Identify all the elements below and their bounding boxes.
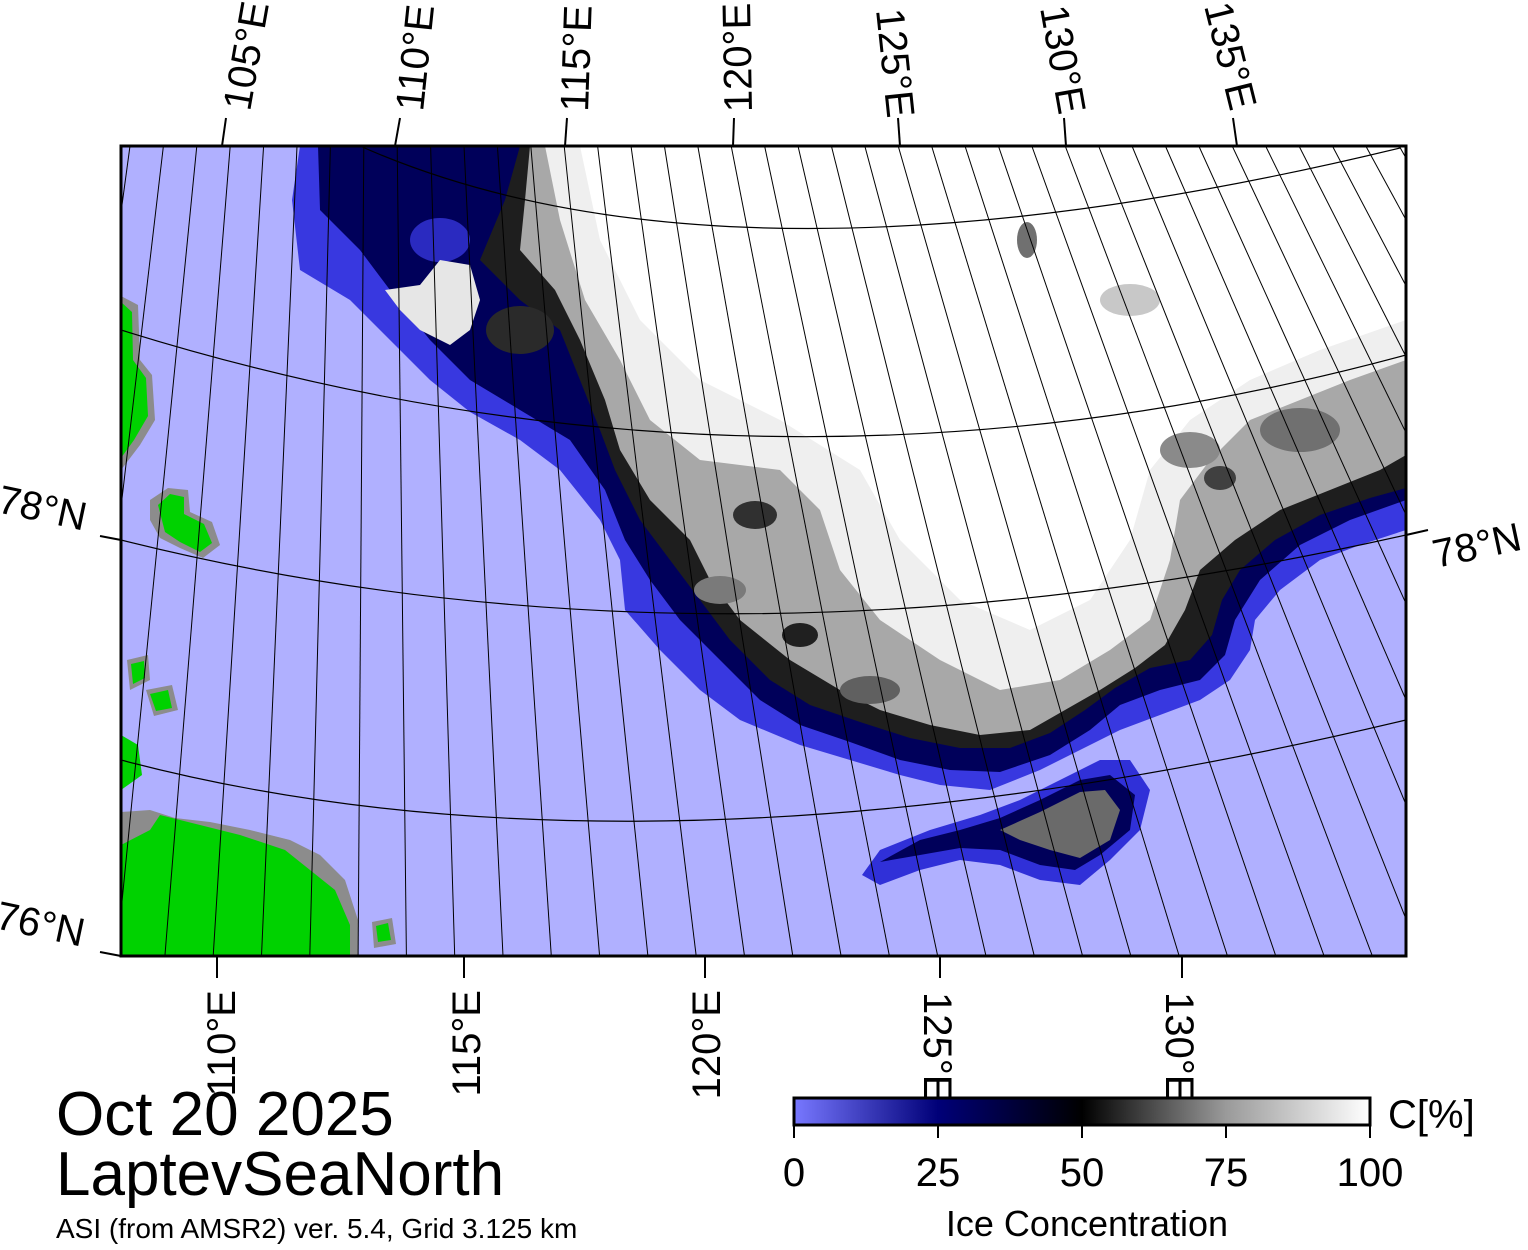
colorbar-label: Ice Concentration [946, 1203, 1228, 1244]
meridian-line [496, 146, 552, 956]
meridian-line [597, 146, 697, 956]
meridian-line [1298, 146, 1406, 358]
top-lon-label-105: 105°E [216, 0, 278, 114]
left-lat-label-76: 76°N [0, 894, 89, 956]
graticule-parallels [121, 146, 1406, 822]
colorbar-tick-0: 0 [783, 1151, 805, 1195]
bottom-lon-label-115: 115°E [445, 990, 489, 1096]
meridian-line [1265, 146, 1406, 434]
ice-tongue-gray [1000, 790, 1120, 858]
colorbar-tick-100: 100 [1337, 1151, 1404, 1195]
meridian-line [797, 146, 987, 956]
meridian-line [931, 146, 1180, 956]
bottom-lon-label-130: 130°E [1157, 992, 1201, 1101]
meridian-line [1098, 146, 1406, 921]
top-lon-label-120: 120°E [715, 2, 761, 112]
meridian-line [463, 146, 504, 956]
meridian-line [997, 146, 1277, 956]
bottom-lon-label-120: 120°E [685, 990, 729, 1099]
map-frame-outline [119, 144, 1408, 958]
meridian-line [964, 146, 1228, 956]
graticule-meridians [121, 146, 1406, 956]
meridian-line [1031, 146, 1325, 956]
meridian-line [663, 146, 794, 956]
ice-floe-north [385, 260, 480, 345]
meridian-line [121, 146, 198, 917]
meridian-line [212, 146, 265, 956]
top-longitude-labels: 105°E 110°E 115°E 120°E 125°E 130°E 135°… [216, 0, 1265, 120]
meridian-line [164, 146, 231, 956]
meridian-line [897, 146, 1132, 956]
top-lon-label-130: 130°E [1031, 2, 1093, 117]
region-title: LaptevSeaNorth [56, 1140, 505, 1209]
top-lon-label-115: 115°E [553, 4, 601, 112]
meridian-line [121, 146, 131, 216]
bottom-longitude-labels: 110°E 115°E 120°E 125°E 130°E [200, 990, 1201, 1101]
meridian-line [261, 146, 298, 956]
colorbar-tick-50: 50 [1060, 1151, 1105, 1195]
frame-ticks [99, 117, 1429, 978]
top-lon-label-110: 110°E [388, 2, 443, 112]
meridian-line [764, 146, 939, 956]
meridian-line [1331, 146, 1406, 287]
meridian-line [1198, 146, 1406, 605]
map-body [121, 146, 1406, 956]
meridian-line [357, 146, 365, 956]
source-note: ASI (from AMSR2) ver. 5.4, Grid 3.125 km [56, 1213, 578, 1244]
colorbar-unit: C[%] [1388, 1093, 1475, 1137]
meridian-line [1231, 146, 1406, 516]
top-lon-label-135: 135°E [1195, 0, 1264, 114]
bottom-lon-label-125: 125°E [915, 992, 959, 1101]
meridian-line [430, 146, 456, 956]
meridian-line [1131, 146, 1406, 806]
meridian-line [1064, 146, 1373, 956]
bottom-lon-label-110: 110°E [200, 990, 244, 1096]
colorbar-gradient [792, 1096, 1372, 1127]
meridian-line [697, 146, 842, 956]
colorbar-tick-75: 75 [1204, 1151, 1249, 1195]
meridian-line [530, 146, 601, 956]
colorbar: 0 25 50 75 100 C[%] Ice Concentration [783, 1093, 1475, 1244]
meridian-line [830, 146, 1035, 956]
meridian-line [396, 146, 407, 956]
colorbar-ticks [793, 1125, 1371, 1138]
left-lat-label-78: 78°N [0, 478, 91, 540]
meridian-line [730, 146, 890, 956]
ice-pack-full [580, 146, 1406, 630]
right-lat-label-78: 78°N [1429, 515, 1526, 577]
top-lon-label-125: 125°E [867, 6, 922, 119]
meridian-line [563, 146, 649, 956]
dark-ice-patches [410, 218, 1340, 704]
meridian-line [630, 146, 745, 956]
meridian-line [309, 146, 331, 956]
colorbar-tick-25: 25 [916, 1151, 961, 1195]
meridian-line [864, 146, 1084, 956]
meridian-line [1164, 146, 1406, 702]
date-title: Oct 20 2025 [56, 1080, 394, 1149]
meridian-line [121, 146, 164, 512]
